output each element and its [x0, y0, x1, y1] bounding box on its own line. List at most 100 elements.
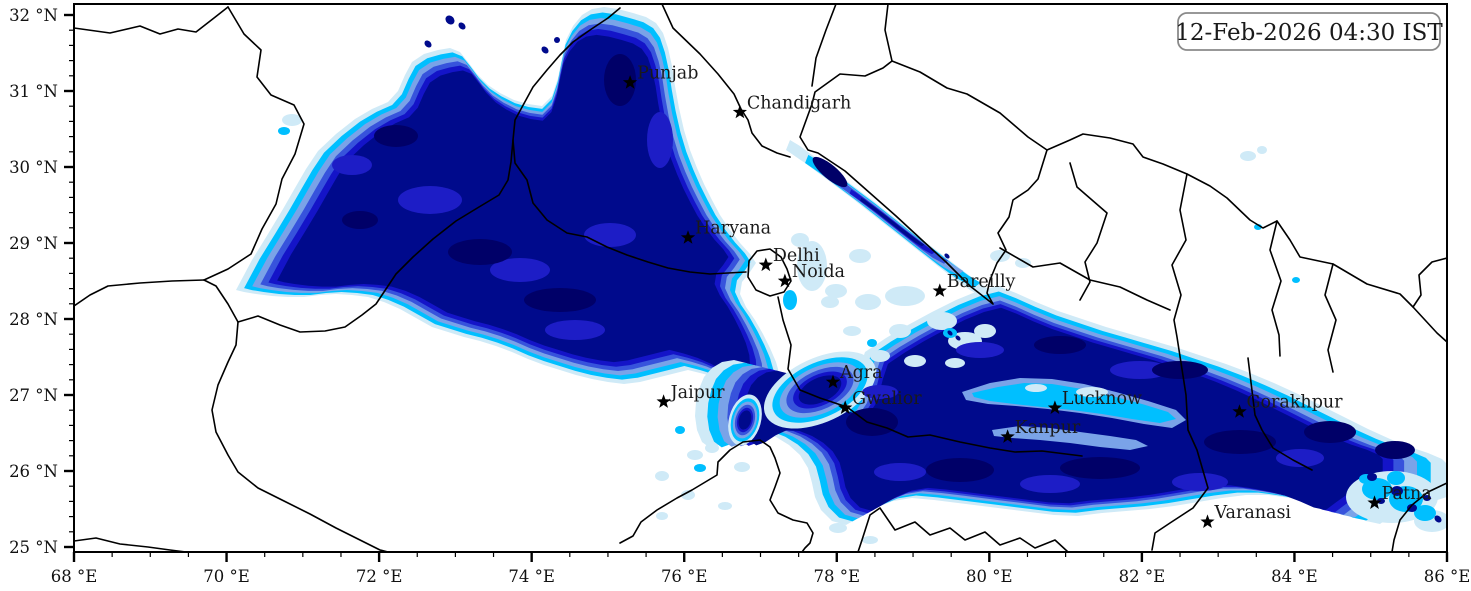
fog-dark-core — [342, 211, 378, 229]
fog-patch-pale — [681, 490, 695, 500]
fog-patch-pale — [927, 312, 957, 330]
city-label: Lucknow — [1062, 389, 1142, 409]
border-pak-top — [74, 6, 229, 35]
fog-patch-pale — [945, 358, 965, 368]
fog-patch-pale — [734, 462, 750, 472]
city-gwalior: Gwalior — [838, 389, 922, 414]
city-chandigarh: Chandigarh — [732, 93, 851, 119]
city-star-icon — [777, 273, 792, 288]
city-gorakhpur: Gorakhpur — [1232, 393, 1343, 418]
city-varanasi: Varanasi — [1200, 503, 1291, 528]
fog-dark-core — [524, 288, 596, 312]
city-haryana: Haryana — [680, 219, 771, 244]
fog-dark-core — [1152, 361, 1208, 379]
fog-patch-pale — [870, 350, 890, 362]
border-sindh-west — [74, 279, 205, 307]
y-tick-label: 32 °N — [9, 6, 58, 25]
border-nepal-north — [1046, 133, 1447, 343]
fog-patch-pale — [843, 326, 861, 336]
fog-patch-pale — [791, 233, 809, 247]
border-nepal-province-a — [1069, 162, 1108, 301]
fog-channel-lucknow-south — [992, 426, 1148, 450]
timestamp-box: 12-Feb-2026 04:30 IST — [1175, 12, 1443, 51]
city-agra: Agra — [825, 363, 883, 389]
x-tick-label: 76 °E — [661, 567, 708, 586]
fog-dark-core — [1304, 421, 1356, 443]
border-bihar-jharkhand — [1391, 482, 1447, 552]
fog-patch-pale — [797, 241, 827, 291]
x-tick-label: 68 °E — [51, 567, 98, 586]
fog-dark-core — [374, 125, 418, 147]
fog-patch-cyan — [783, 290, 797, 310]
fog-dot-navy — [1434, 515, 1442, 523]
fog-mottle — [862, 385, 898, 399]
border-uttarakhand — [799, 60, 1048, 305]
fog-patch-pale — [862, 536, 878, 544]
y-tick-label: 28 °N — [9, 310, 58, 329]
fog-dot-navy — [944, 253, 950, 259]
x-tick-label: 80 °E — [966, 567, 1013, 586]
border-up-mp — [777, 296, 1083, 457]
border-himachal-east — [811, 4, 837, 87]
city-star-icon — [838, 400, 853, 414]
fog-patch-pale — [825, 284, 847, 298]
fog-patna-cyan — [1387, 471, 1405, 485]
city-star-icon — [1232, 404, 1247, 418]
y-tick-label: 26 °N — [9, 462, 58, 481]
x-tick-label: 70 °E — [203, 567, 250, 586]
border-mp-squiggle — [857, 507, 1069, 552]
city-label: Jaipur — [669, 383, 726, 403]
fog-shading-layers — [236, 7, 1447, 544]
city-label: Bareilly — [947, 272, 1016, 292]
fog-pocket-pale — [1076, 387, 1108, 397]
fog-patch-pale — [1240, 151, 1256, 161]
border-nepal-province-d — [1269, 220, 1282, 357]
fog-mottle — [1276, 449, 1324, 467]
border-pak-west — [203, 6, 305, 281]
fog-patch-pale — [282, 114, 302, 126]
fog-patch-pale — [655, 471, 669, 481]
fog-patna-core — [1407, 504, 1417, 512]
fog-dark-core — [926, 458, 994, 482]
fog-blob-chambal-level-5 — [738, 410, 752, 430]
border-nepal-province-b — [999, 247, 1171, 311]
fog-patch-pale — [990, 250, 1010, 262]
x-tick-label: 82 °E — [1119, 567, 1166, 586]
fog-dark-core — [604, 54, 636, 106]
coastline-southwest — [74, 537, 187, 552]
fog-patch-cyan — [867, 339, 877, 347]
fog-patch-pale — [889, 324, 911, 338]
border-india-pak — [203, 7, 621, 333]
fog-pocket-pale — [1025, 384, 1047, 392]
city-star-icon — [1047, 400, 1063, 414]
city-label: Agra — [839, 363, 883, 383]
fog-patna-core — [1391, 486, 1403, 496]
fog-patna-core — [1423, 495, 1431, 501]
fog-patch-pale — [885, 286, 925, 306]
fog-channel-lucknow-cyan — [972, 383, 1176, 423]
fog-patch-pale — [718, 502, 732, 510]
fog-patch-cyan — [675, 426, 685, 434]
boundary-lines — [74, 4, 1447, 552]
fog-dark-core — [1034, 336, 1086, 354]
fog-dark-core — [1375, 441, 1415, 459]
city-label: Punjab — [637, 64, 698, 84]
city-label: Noida — [792, 262, 845, 282]
fog-dot-navy — [947, 330, 953, 336]
fog-mottle — [1172, 473, 1228, 491]
city-noida: Noida — [777, 262, 845, 288]
fog-patch-pale — [904, 355, 926, 367]
city-patna: Patna — [1367, 484, 1432, 509]
fog-patch-pale — [974, 324, 996, 338]
fog-dark-core — [1204, 430, 1276, 454]
city-kanpur: Kanpur — [1000, 418, 1081, 443]
fog-mottle — [545, 320, 605, 340]
city-star-icon — [825, 374, 841, 389]
y-tick-label: 25 °N — [9, 538, 58, 557]
fog-dot-navy — [424, 40, 432, 48]
fog-patna-cyan — [1362, 478, 1392, 500]
border-punjab-haryana — [512, 139, 747, 275]
